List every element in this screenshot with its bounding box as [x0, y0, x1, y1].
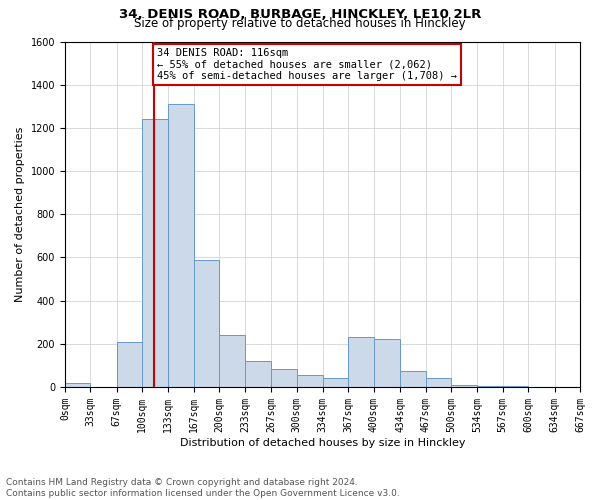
Text: Contains HM Land Registry data © Crown copyright and database right 2024.
Contai: Contains HM Land Registry data © Crown c…: [6, 478, 400, 498]
Bar: [194, 260, 220, 387]
Bar: [271, 368, 296, 387]
Bar: [349, 338, 374, 387]
Text: 34, DENIS ROAD, BURBAGE, HINCKLEY, LE10 2LR: 34, DENIS ROAD, BURBAGE, HINCKLEY, LE10 …: [119, 8, 481, 20]
Bar: [374, 340, 400, 387]
Bar: [296, 375, 323, 387]
Text: Size of property relative to detached houses in Hinckley: Size of property relative to detached ho…: [134, 18, 466, 30]
Bar: [503, 386, 528, 387]
X-axis label: Distribution of detached houses by size in Hinckley: Distribution of detached houses by size …: [180, 438, 465, 448]
Bar: [142, 119, 167, 387]
Bar: [116, 342, 142, 387]
Bar: [477, 386, 503, 387]
Text: 34 DENIS ROAD: 116sqm
← 55% of detached houses are smaller (2,062)
45% of semi-d: 34 DENIS ROAD: 116sqm ← 55% of detached …: [157, 48, 457, 81]
Bar: [167, 104, 194, 387]
Bar: [65, 382, 91, 387]
Bar: [245, 361, 271, 387]
Bar: [400, 371, 425, 387]
Y-axis label: Number of detached properties: Number of detached properties: [15, 126, 25, 302]
Bar: [425, 378, 451, 387]
Bar: [451, 385, 477, 387]
Bar: [220, 335, 245, 387]
Bar: [323, 378, 349, 387]
